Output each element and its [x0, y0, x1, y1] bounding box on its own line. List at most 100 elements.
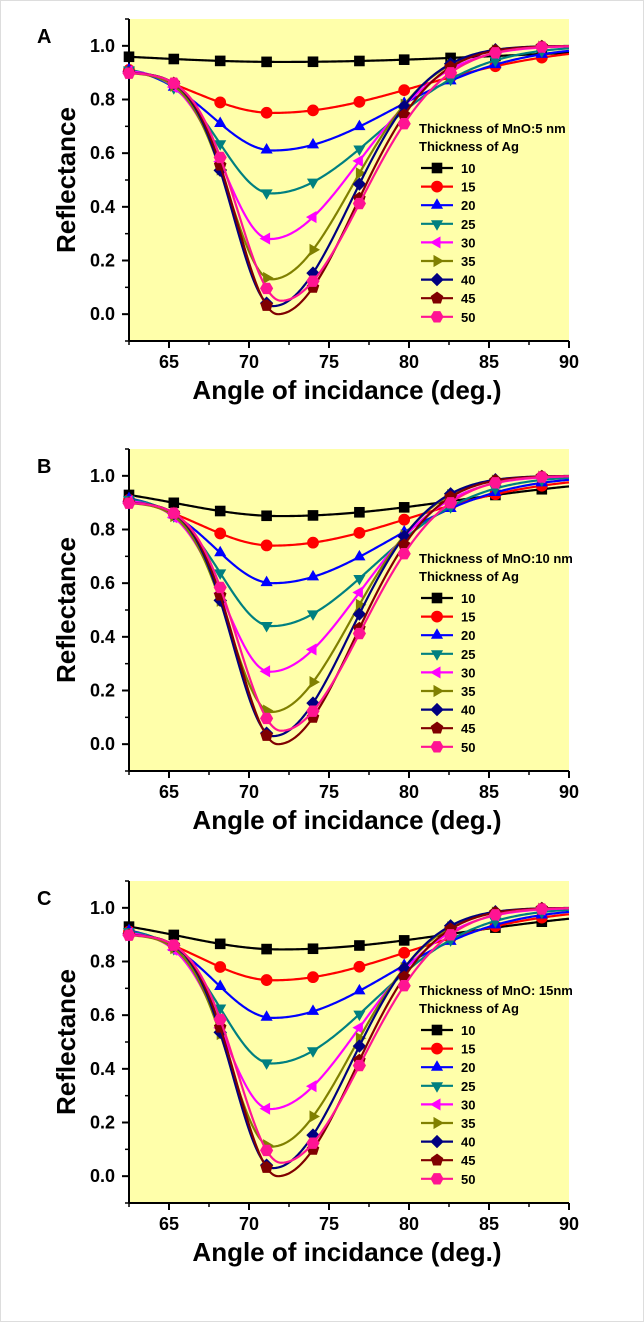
data-point — [444, 67, 458, 79]
data-point — [398, 54, 410, 65]
legend-label: 15 — [461, 1042, 475, 1057]
data-point — [168, 497, 180, 509]
y-tick-label: 0.2 — [90, 251, 115, 271]
legend-item: 35 — [421, 1116, 475, 1131]
legend-item: 20 — [421, 1060, 475, 1075]
x-tick-label: 70 — [239, 1214, 259, 1234]
legend-title-ag: Thickness of Ag — [419, 569, 519, 584]
data-point — [214, 938, 226, 950]
legend-item: 50 — [421, 310, 475, 325]
y-tick-label: 0.0 — [90, 734, 115, 754]
y-tick-label: 0.4 — [90, 1059, 115, 1079]
data-point — [307, 104, 319, 117]
panel-C: C 0.0 0.2 0.4 0.6 0.8 1.0 65 70 75 80 85 90 Angle of … — [37, 880, 579, 1267]
legend-label: 50 — [461, 310, 475, 325]
data-point — [167, 507, 181, 519]
data-point — [397, 118, 411, 130]
x-tick-label: 80 — [399, 1214, 419, 1234]
panel-B: B 0.0 0.2 0.4 0.6 0.8 1.0 65 70 75 80 85 90 Angle of … — [37, 448, 579, 835]
legend-item: 50 — [421, 740, 475, 755]
legend-swatch-marker — [430, 1098, 441, 1111]
data-point — [259, 1102, 271, 1115]
y-tick-label: 1.0 — [90, 466, 115, 486]
data-point — [352, 1021, 363, 1034]
x-tick-label: 75 — [319, 1214, 339, 1234]
x-tick-label: 85 — [479, 352, 499, 372]
x-tick-label: 70 — [239, 352, 259, 372]
legend-label: 45 — [461, 1153, 475, 1168]
legend-label: 25 — [461, 1079, 475, 1094]
data-point — [307, 56, 319, 68]
legend-item: 40 — [421, 1135, 475, 1150]
data-point — [535, 903, 549, 915]
legend-swatch-marker — [431, 180, 443, 193]
legend-label: 35 — [461, 254, 475, 269]
data-point — [397, 548, 411, 560]
data-point — [307, 536, 319, 549]
legend-item: 30 — [421, 235, 475, 250]
legend-item: 30 — [421, 665, 475, 680]
x-tick-label: 90 — [559, 1214, 579, 1234]
data-point — [122, 67, 136, 79]
data-point — [398, 502, 410, 513]
y-tick-label: 0.4 — [90, 197, 115, 217]
legend-item: 20 — [421, 628, 475, 643]
legend-swatch-marker — [430, 311, 444, 323]
data-point — [398, 935, 410, 946]
data-point — [488, 477, 502, 489]
x-tick-label: 65 — [159, 1214, 179, 1234]
data-point — [306, 1137, 320, 1149]
data-point — [309, 676, 321, 689]
data-point — [259, 232, 271, 245]
data-point — [398, 84, 411, 97]
data-point — [263, 271, 274, 284]
data-point — [307, 510, 319, 521]
legend-label: 15 — [461, 180, 475, 195]
data-point — [353, 549, 366, 561]
data-point — [352, 607, 367, 621]
legend-swatch-marker — [430, 1153, 444, 1166]
x-tick-label: 85 — [479, 1214, 499, 1234]
data-point — [306, 569, 320, 581]
legend-swatch-marker — [431, 592, 443, 604]
legend-item: 15 — [421, 1042, 475, 1057]
legend-label: 25 — [461, 647, 475, 662]
x-axis-title: Angle of incidance (deg.) — [192, 805, 501, 835]
legend-label: 40 — [461, 1135, 475, 1150]
data-point — [260, 1010, 273, 1021]
legend-label: 35 — [461, 684, 475, 699]
data-point — [398, 513, 411, 526]
y-tick-label: 0.8 — [90, 520, 115, 540]
data-point — [488, 909, 502, 921]
panel-letter: B — [37, 456, 51, 478]
legend-item: 10 — [421, 591, 475, 606]
data-point — [122, 497, 136, 509]
legend-swatch-marker — [430, 721, 444, 734]
data-point — [214, 527, 227, 540]
data-point — [352, 197, 366, 210]
y-axis-title: Reflectance — [51, 537, 81, 683]
legend-swatch-marker — [430, 1060, 444, 1071]
data-point — [352, 586, 363, 599]
legend-item: 25 — [421, 647, 475, 662]
data-point — [309, 243, 321, 256]
data-point — [260, 298, 273, 311]
legend-label: 35 — [461, 1116, 475, 1131]
data-point — [352, 154, 363, 167]
legend-swatch-marker — [433, 1116, 444, 1130]
data-point — [306, 643, 317, 656]
legend-swatch-marker — [430, 628, 444, 639]
legend-swatch-marker — [433, 684, 444, 698]
x-tick-label: 80 — [399, 352, 419, 372]
legend-swatch-marker — [430, 220, 444, 231]
data-point — [354, 506, 365, 518]
legend-swatch-marker — [430, 198, 444, 209]
data-point — [214, 96, 227, 109]
legend-item: 45 — [421, 291, 475, 306]
data-point — [260, 189, 273, 200]
data-point — [167, 77, 181, 89]
legend-item: 45 — [421, 721, 475, 736]
data-point — [260, 1144, 274, 1157]
